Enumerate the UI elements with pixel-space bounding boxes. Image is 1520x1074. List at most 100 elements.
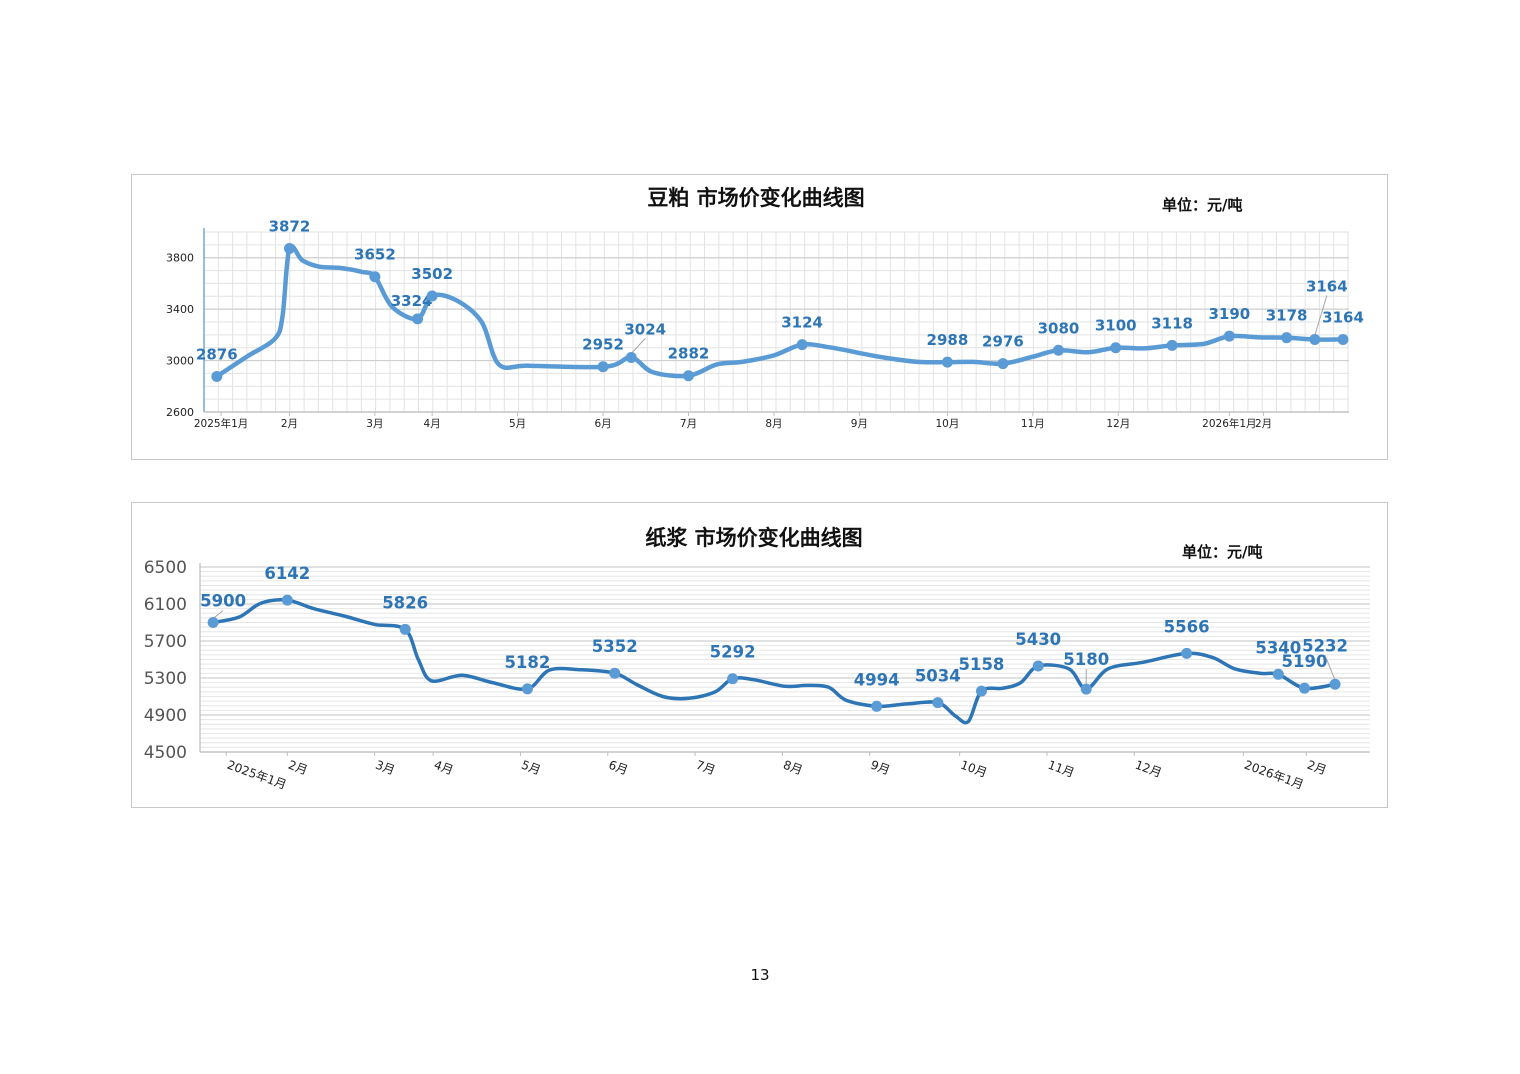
x-tick-label: 2025年1月 — [225, 758, 288, 792]
x-tick-label: 11月 — [1021, 418, 1045, 430]
chart-title: 纸浆 市场价变化曲线图 — [645, 526, 862, 550]
data-point-marker — [1281, 332, 1293, 344]
data-point-marker — [941, 356, 953, 368]
data-label: 3324 — [391, 292, 433, 310]
data-label: 3118 — [1151, 314, 1193, 332]
x-tick-label: 2026年1月 — [1242, 758, 1305, 792]
y-tick-label: 6500 — [144, 558, 187, 578]
data-point-marker — [1309, 333, 1321, 345]
x-tick-label: 10月 — [959, 758, 989, 780]
data-label: 3178 — [1266, 307, 1308, 325]
data-label: 2988 — [927, 331, 969, 349]
grid-lines — [200, 566, 1370, 753]
y-tick-label: 3000 — [166, 354, 194, 367]
chart-title: 豆粕 市场价变化曲线图 — [647, 186, 864, 210]
data-label: 5566 — [1164, 617, 1210, 636]
x-tick-label: 8月 — [765, 418, 782, 430]
unit-label: 单位：元/吨 — [1162, 196, 1242, 214]
data-label: 3502 — [411, 265, 453, 283]
data-label: 3024 — [624, 320, 666, 338]
data-label: 3164 — [1306, 277, 1348, 295]
data-point-marker — [1166, 339, 1178, 351]
data-label: 3190 — [1208, 305, 1250, 323]
data-point-marker — [399, 623, 411, 635]
data-label: 2876 — [196, 346, 238, 364]
data-point-marker — [932, 697, 944, 709]
data-point-marker — [283, 242, 295, 254]
data-label: 3100 — [1095, 317, 1137, 335]
data-label: 5900 — [200, 592, 246, 611]
data-point-marker — [1110, 342, 1122, 354]
x-tick-label: 12月 — [1106, 418, 1130, 430]
x-tick-label: 4月 — [432, 758, 455, 778]
data-point-marker — [609, 667, 621, 679]
data-point-marker — [1032, 660, 1044, 672]
data-point-marker — [871, 700, 883, 712]
data-point-marker — [1181, 647, 1193, 659]
series-line — [211, 598, 1337, 725]
data-label: 6142 — [264, 564, 310, 583]
data-label: 5182 — [504, 653, 550, 672]
soybean-meal-chart: 豆粕 市场价变化曲线图 单位：元/吨 2600 3000 3400 3800 2025年1月… — [131, 174, 1388, 460]
data-point-marker — [727, 673, 739, 685]
x-tick-label: 9月 — [869, 758, 892, 778]
data-point-marker — [1223, 330, 1235, 342]
data-label: 3164 — [1322, 308, 1364, 326]
data-point-marker — [796, 339, 808, 351]
data-point-marker — [521, 683, 533, 695]
x-tick-label: 8月 — [781, 758, 804, 778]
x-tick-label: 2月 — [1305, 758, 1328, 778]
data-point-marker — [597, 361, 609, 373]
leader-line — [1324, 655, 1336, 681]
data-label: 4994 — [854, 670, 900, 689]
leader-line — [212, 610, 224, 619]
data-point-marker — [281, 594, 293, 606]
x-tick-label: 6月 — [594, 418, 611, 430]
y-tick-label: 4900 — [144, 706, 187, 726]
data-label: 3652 — [354, 246, 396, 264]
x-tick-label: 2025年1月 — [194, 417, 248, 430]
data-label: 3872 — [269, 217, 311, 235]
leader-line — [630, 338, 646, 354]
data-point-marker — [682, 370, 694, 382]
x-tick-label: 2月 — [286, 758, 309, 778]
data-label: 5190 — [1282, 652, 1328, 671]
data-label: 5430 — [1015, 630, 1061, 649]
data-point-marker — [1272, 668, 1284, 680]
x-tick-label: 10月 — [935, 418, 959, 430]
y-tick-label: 3800 — [166, 252, 194, 265]
series-line — [214, 243, 1346, 379]
x-tick-label: 12月 — [1133, 758, 1163, 780]
page-number: 13 — [750, 966, 770, 984]
data-point-marker — [1329, 678, 1341, 690]
x-tick-label: 2026年1月 — [1202, 417, 1256, 430]
data-point-marker — [207, 617, 219, 628]
data-label: 5034 — [915, 667, 961, 686]
data-label: 5292 — [710, 643, 756, 662]
data-label: 5232 — [1302, 636, 1348, 655]
grid-lines — [203, 231, 1349, 413]
y-tick-label: 5700 — [144, 632, 187, 652]
data-point-marker — [975, 685, 987, 697]
data-point-marker — [997, 358, 1009, 370]
x-tick-label: 2月 — [1255, 418, 1272, 430]
unit-label: 单位：元/吨 — [1182, 543, 1262, 561]
data-point-marker — [1299, 682, 1311, 694]
x-tick-label: 4月 — [424, 418, 441, 430]
data-point-marker — [1052, 344, 1064, 356]
data-label: 5340 — [1255, 638, 1301, 657]
x-tick-label: 5月 — [519, 758, 542, 778]
data-point-marker — [1080, 683, 1092, 695]
data-point-marker — [1337, 333, 1349, 345]
y-tick-label: 6100 — [144, 595, 187, 615]
data-label: 5826 — [382, 593, 428, 612]
x-tick-label: 9月 — [851, 418, 868, 430]
x-tick-label: 3月 — [366, 418, 383, 430]
data-label: 2882 — [668, 345, 710, 363]
data-point-marker — [625, 351, 637, 363]
data-point-marker — [211, 371, 223, 383]
x-tick-label: 11月 — [1046, 758, 1076, 780]
data-label: 2952 — [582, 336, 624, 354]
y-tick-label: 4500 — [144, 743, 187, 763]
